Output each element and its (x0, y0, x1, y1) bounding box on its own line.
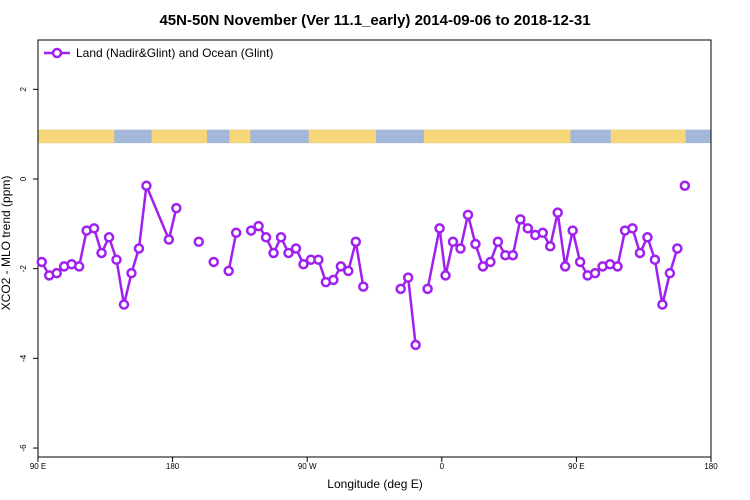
legend-marker-swatch (51, 47, 63, 59)
data-point (335, 261, 347, 272)
x-axis-title: Longitude (deg E) (327, 477, 422, 491)
data-point (111, 254, 122, 265)
data-point (51, 267, 62, 279)
land-band (151, 129, 207, 144)
data-point (402, 272, 414, 283)
data-point (559, 261, 571, 272)
data-point (410, 339, 421, 351)
x-axis: 90 E 180 90 W 0 90 E 180 (30, 457, 718, 471)
data-point (434, 223, 445, 234)
data-point (477, 261, 489, 272)
data-point (544, 241, 556, 252)
y-tick-label: 0 (19, 176, 28, 181)
data-point (485, 256, 496, 268)
plot-frame (37, 39, 712, 458)
data-point (118, 299, 130, 310)
data-point (507, 249, 519, 261)
y-tick-label: -2 (19, 265, 28, 273)
data-point (73, 261, 85, 272)
data-point (193, 236, 205, 248)
data-point (589, 267, 601, 279)
x-tick-label: 180 (704, 462, 718, 471)
data-point (567, 225, 578, 236)
data-point (96, 247, 107, 259)
y-axis: 2 0 -2 -4 -6 (19, 87, 38, 452)
data-point (283, 247, 294, 259)
data-point (268, 247, 279, 259)
plot-series (36, 180, 691, 351)
land-band (423, 129, 571, 144)
y-axis-title: XCO2 - MLO trend (ppm) (0, 176, 13, 311)
data-point (642, 232, 653, 243)
data-point (649, 254, 661, 265)
data-point (627, 223, 638, 234)
data-point (612, 261, 623, 272)
data-point (470, 238, 481, 250)
x-tick-label: 90 E (568, 462, 584, 471)
data-point (36, 256, 47, 268)
data-point (290, 243, 302, 254)
data-point (440, 270, 451, 281)
land-band (229, 129, 251, 144)
land-band (308, 129, 376, 144)
land-band (38, 129, 115, 144)
legend-label: Land (Nadir&Glint) and Ocean (Glint) (76, 46, 273, 60)
data-point (447, 236, 459, 248)
data-point (253, 220, 264, 232)
data-point (358, 281, 369, 292)
data-point (208, 256, 219, 268)
legend: Land (Nadir&Glint) and Ocean (Glint) (44, 46, 273, 60)
data-point (343, 265, 354, 277)
data-point (126, 267, 137, 279)
data-point (522, 223, 534, 234)
data-point (515, 214, 526, 225)
data-point (462, 209, 474, 221)
data-point (141, 180, 152, 191)
x-tick-label: 90 E (30, 462, 46, 471)
data-point (163, 234, 175, 245)
y-tick-label: 2 (19, 87, 28, 92)
data-point (552, 207, 563, 218)
data-point (298, 258, 309, 270)
x-tick-label: 0 (440, 462, 445, 471)
data-point (245, 225, 257, 236)
data-point (230, 227, 242, 239)
data-point (455, 243, 466, 254)
data-point (537, 227, 548, 239)
data-point (657, 299, 668, 310)
series-line (40, 184, 178, 306)
data-point (223, 265, 234, 277)
data-point (328, 274, 339, 286)
y-tick-label: -4 (19, 354, 28, 362)
x-tick-label: 90 W (298, 462, 317, 471)
chart-title: 45N-50N November (Ver 11.1_early) 2014-0… (159, 12, 590, 29)
data-point (260, 232, 272, 243)
data-point (422, 283, 433, 295)
plot-border (37, 39, 712, 458)
data-point (313, 254, 324, 265)
data-point (672, 243, 683, 254)
data-point (133, 243, 145, 254)
data-point (350, 236, 362, 248)
series-line (227, 232, 238, 272)
data-point (679, 180, 691, 191)
land-ocean-strip (38, 129, 711, 144)
data-point (664, 267, 676, 279)
x-tick-label: 180 (166, 462, 180, 471)
data-point (171, 202, 182, 214)
data-point (634, 247, 646, 259)
data-point (275, 232, 287, 243)
data-point (88, 223, 100, 234)
y-tick-label: -6 (19, 444, 28, 452)
series-line (426, 211, 679, 306)
data-point (103, 232, 115, 243)
data-point (492, 236, 504, 248)
data-point (574, 256, 586, 268)
data-point (395, 283, 406, 295)
land-band (610, 129, 686, 144)
